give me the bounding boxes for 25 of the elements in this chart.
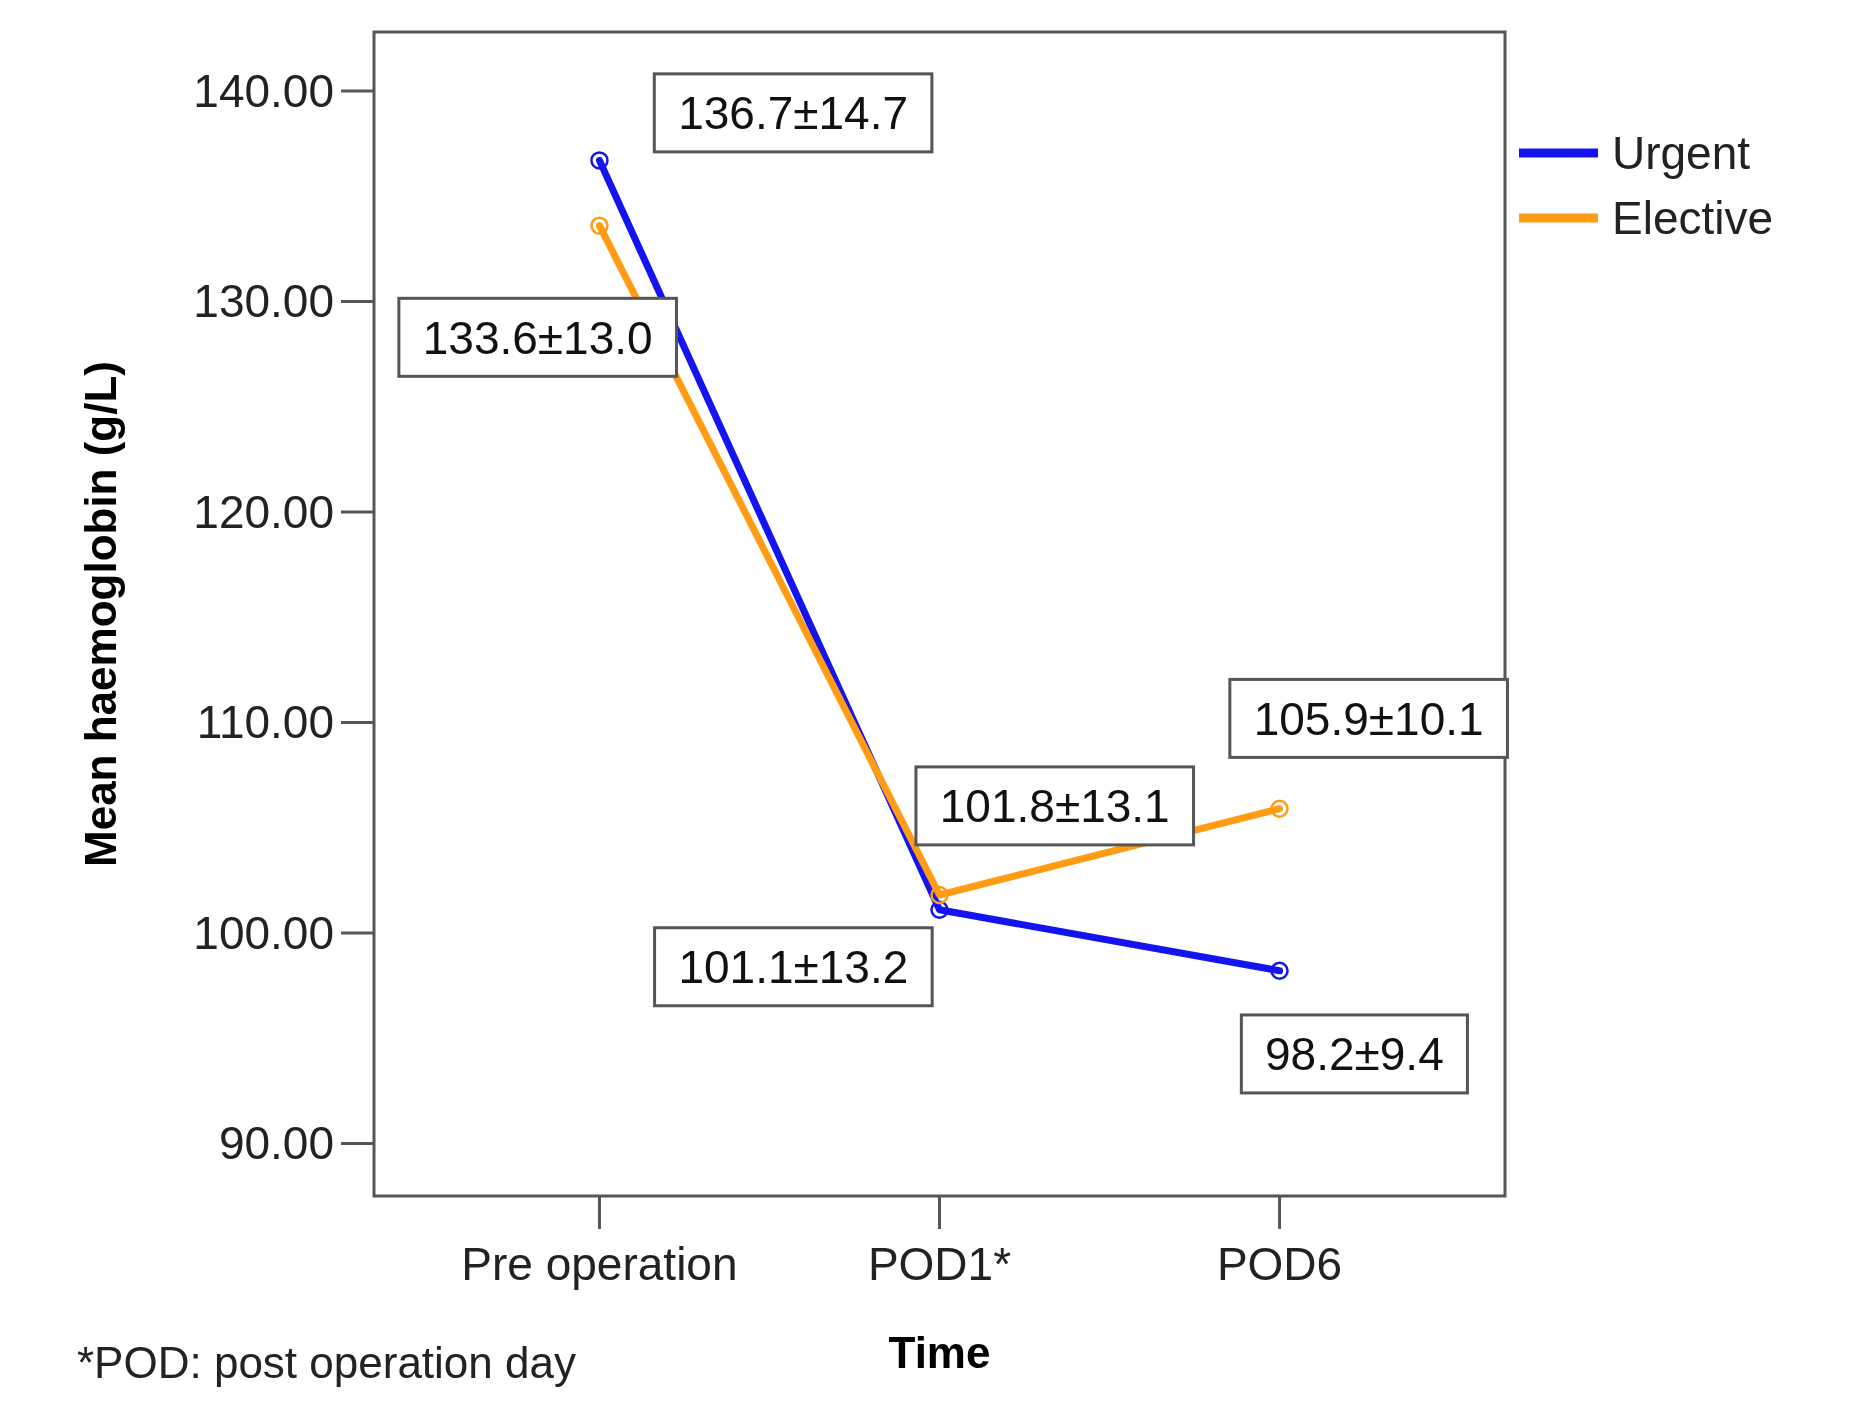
y-tick-label: 110.00: [196, 696, 334, 749]
x-tick-label: POD6: [1216, 1238, 1343, 1290]
data-label: 101.8±13.1: [939, 780, 1170, 833]
text: *POD: post operation day: [77, 1338, 576, 1387]
point: [590, 151, 609, 170]
point: [1270, 799, 1289, 818]
legend-label: Elective: [1612, 192, 1774, 244]
data-label: 101.1±13.2: [678, 941, 909, 994]
y-tick-label: 120.00: [193, 485, 334, 538]
data-label: 105.9±10.1: [1253, 692, 1484, 745]
y-tick-label: 100.00: [193, 906, 334, 959]
y-tick-label: 90.00: [218, 1117, 334, 1170]
data-label: 98.2±9.4: [1265, 1028, 1444, 1081]
legend-label: Urgent: [1612, 127, 1751, 179]
x-tick-label: Pre operation: [461, 1238, 738, 1290]
point: [1270, 961, 1289, 981]
data-label: 133.6±13.0: [422, 311, 653, 364]
point: [590, 216, 609, 235]
x-tick-label: POD1*: [867, 1238, 1012, 1290]
x-axis-title: Time: [888, 1328, 991, 1377]
data-label: 136.7±14.7: [678, 87, 909, 140]
y-axis-title: Mean haemoglobin (g/L): [76, 361, 125, 867]
y-tick-label: 140.00: [193, 64, 334, 117]
y-tick-label: 130.00: [193, 275, 334, 328]
point: [930, 885, 949, 905]
